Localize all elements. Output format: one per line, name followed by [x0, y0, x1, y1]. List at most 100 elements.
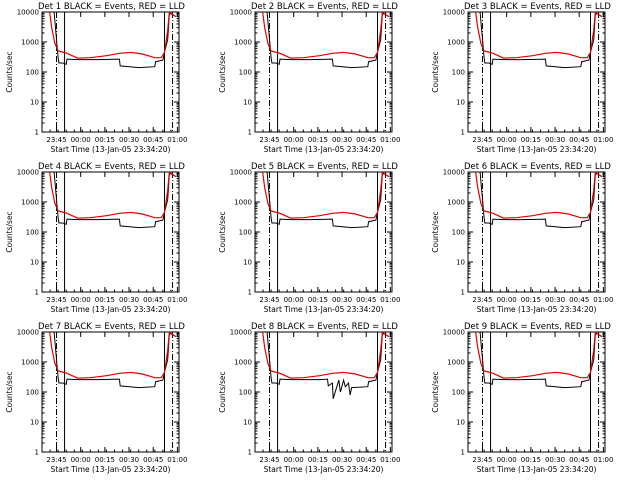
x-tick-label: 01:00 [380, 136, 400, 144]
x-tick-label: 00:00 [497, 296, 517, 304]
x-tick-label: 00:45 [569, 136, 589, 144]
x-tick-label: 23:45 [46, 296, 66, 304]
x-axis-label: Start Time (13-Jan-05 23:34:20) [477, 145, 597, 154]
x-tick-label: 00:30 [332, 456, 352, 464]
events-series-line [53, 172, 177, 229]
y-axis-label: Counts/sec [218, 371, 227, 412]
x-tick-label: 01:00 [593, 456, 613, 464]
y-axis-label: Counts/sec [218, 211, 227, 252]
y-tick-label: 10000 [443, 329, 465, 337]
detector-panel: Det 8 BLACK = Events, RED = LLD 1 10 100 100… [218, 322, 400, 474]
y-tick-label: 1000 [234, 199, 252, 207]
x-tick-label: 00:00 [497, 456, 517, 464]
x-tick-label: 23:45 [472, 296, 492, 304]
y-tick-label: 10 [30, 259, 39, 267]
lld-series-line [474, 172, 603, 219]
y-tick-label: 1 [461, 289, 465, 297]
detector-panel: Det 5 BLACK = Events, RED = LLD 1 10 100 100… [218, 162, 400, 314]
x-tick-label: 00:30 [332, 136, 352, 144]
series-group [261, 12, 390, 69]
x-tick-label: 00:30 [119, 136, 139, 144]
y-tick-label: 100 [452, 389, 465, 397]
x-tick-label: 00:30 [545, 136, 565, 144]
y-tick-label: 1 [461, 129, 465, 137]
panel-title: Det 9 BLACK = Events, RED = LLD [464, 322, 611, 332]
x-tick-label: 23:45 [259, 456, 279, 464]
axis-frame [254, 331, 393, 453]
y-tick-label: 100 [239, 389, 252, 397]
x-tick-label: 00:45 [143, 456, 163, 464]
lld-series-line [48, 332, 177, 379]
lld-series-line [48, 172, 177, 219]
x-tick-label: 23:45 [46, 456, 66, 464]
y-tick-label: 1 [248, 289, 252, 297]
panel-title: Det 7 BLACK = Events, RED = LLD [38, 322, 185, 332]
y-tick-label: 1 [248, 129, 252, 137]
events-series-line [266, 332, 390, 399]
x-axis-label: Start Time (13-Jan-05 23:34:20) [477, 305, 597, 314]
lld-series-line [48, 12, 177, 59]
y-tick-label: 1000 [234, 359, 252, 367]
y-tick-label: 10000 [443, 169, 465, 177]
y-axis-label: Counts/sec [218, 51, 227, 92]
x-axis-label: Start Time (13-Jan-05 23:34:20) [51, 305, 171, 314]
detector-panel: Det 9 BLACK = Events, RED = LLD 1 10 100 100… [431, 322, 613, 474]
y-tick-label: 10 [30, 99, 39, 107]
y-tick-label: 10000 [230, 329, 252, 337]
y-tick-label: 1000 [447, 359, 465, 367]
x-axis-label: Start Time (13-Jan-05 23:34:20) [477, 465, 597, 474]
x-tick-label: 00:15 [521, 296, 541, 304]
y-tick-label: 10 [456, 99, 465, 107]
axis-frame [41, 331, 180, 453]
y-tick-label: 1 [35, 289, 39, 297]
axis-frame [467, 171, 606, 293]
lld-series-line [261, 12, 390, 59]
x-tick-label: 23:45 [472, 456, 492, 464]
x-tick-label: 23:45 [472, 136, 492, 144]
x-tick-label: 23:45 [46, 136, 66, 144]
series-group [474, 332, 603, 389]
x-axis-label: Start Time (13-Jan-05 23:34:20) [264, 145, 384, 154]
x-axis-label: Start Time (13-Jan-05 23:34:20) [264, 305, 384, 314]
y-tick-label: 100 [26, 69, 39, 77]
detector-panel: Det 1 BLACK = Events, RED = LLD 1 10 100 100… [5, 2, 187, 154]
y-axis-label: Counts/sec [431, 371, 440, 412]
panel-title: Det 5 BLACK = Events, RED = LLD [251, 162, 398, 172]
axis-frame [254, 11, 393, 133]
events-series-line [53, 12, 177, 69]
y-tick-label: 1000 [21, 39, 39, 47]
panel-title: Det 6 BLACK = Events, RED = LLD [464, 162, 611, 172]
x-axis-label: Start Time (13-Jan-05 23:34:20) [264, 465, 384, 474]
y-tick-label: 10 [456, 419, 465, 427]
panel-title: Det 4 BLACK = Events, RED = LLD [38, 162, 185, 172]
series-group [474, 12, 603, 69]
x-tick-label: 00:45 [143, 296, 163, 304]
x-tick-label: 01:00 [593, 296, 613, 304]
x-tick-label: 01:00 [167, 296, 187, 304]
detector-panel: Det 4 BLACK = Events, RED = LLD 1 10 100 100… [5, 162, 187, 314]
x-tick-label: 00:30 [545, 296, 565, 304]
panel-title: Det 1 BLACK = Events, RED = LLD [38, 2, 185, 12]
x-tick-label: 00:45 [143, 136, 163, 144]
series-group [48, 332, 177, 389]
x-tick-label: 00:00 [71, 296, 91, 304]
detector-panel: Det 6 BLACK = Events, RED = LLD 1 10 100 100… [431, 162, 613, 314]
x-tick-label: 00:45 [569, 456, 589, 464]
axis-frame [41, 171, 180, 293]
x-tick-label: 01:00 [380, 456, 400, 464]
x-tick-label: 00:00 [284, 136, 304, 144]
x-tick-label: 00:30 [119, 296, 139, 304]
y-tick-label: 10000 [17, 9, 39, 17]
x-axis-label: Start Time (13-Jan-05 23:34:20) [51, 465, 171, 474]
events-series-line [479, 172, 603, 229]
events-series-line [266, 12, 390, 69]
y-tick-label: 10000 [17, 329, 39, 337]
axis-frame [467, 331, 606, 453]
x-tick-label: 00:00 [284, 456, 304, 464]
y-tick-label: 1000 [234, 39, 252, 47]
y-tick-label: 10000 [230, 169, 252, 177]
x-tick-label: 01:00 [593, 136, 613, 144]
x-tick-label: 00:45 [356, 136, 376, 144]
y-tick-label: 10000 [443, 9, 465, 17]
